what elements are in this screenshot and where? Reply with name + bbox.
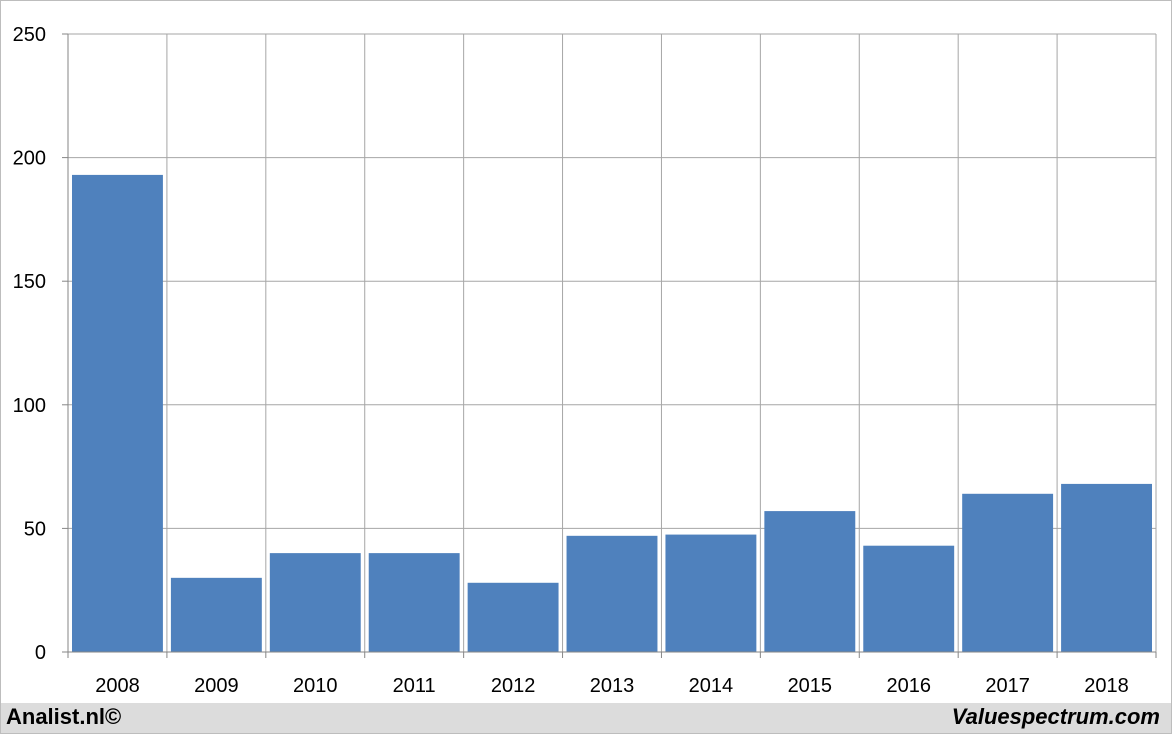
- y-tick-label: 250: [13, 24, 46, 46]
- y-tick-label: 200: [13, 148, 46, 170]
- x-tick-label: 2016: [886, 675, 931, 697]
- bar-2018: [1061, 483, 1152, 652]
- bar-2012: [467, 582, 559, 652]
- x-tick-label: 2013: [590, 675, 635, 697]
- footer-band: [1, 703, 1171, 733]
- bar-2017: [962, 493, 1054, 652]
- analist-credit: Analist.nl©: [6, 704, 122, 729]
- bar-2008: [72, 174, 163, 653]
- y-tick-label: 0: [35, 642, 46, 664]
- x-tick-label: 2008: [95, 675, 140, 697]
- y-tick-label: 50: [24, 518, 46, 540]
- x-tick-label: 2011: [393, 675, 436, 697]
- x-tick-label: 2012: [491, 675, 536, 697]
- bar-2014: [665, 534, 757, 652]
- bar-2010: [269, 553, 361, 652]
- x-tick-label: 2009: [194, 675, 239, 697]
- bar-2011: [368, 553, 460, 652]
- bar-2016: [863, 545, 955, 652]
- x-tick-label: 2015: [788, 675, 833, 697]
- x-tick-label: 2010: [293, 675, 338, 697]
- x-tick-label: 2014: [689, 675, 734, 697]
- bar-2009: [170, 577, 262, 652]
- bar-2015: [764, 511, 856, 652]
- x-tick-label: 2018: [1084, 675, 1129, 697]
- y-tick-label: 150: [13, 271, 46, 293]
- valuespectrum-credit: Valuespectrum.com: [951, 704, 1160, 729]
- x-tick-label: 2017: [985, 675, 1030, 697]
- bar-2013: [566, 535, 658, 652]
- y-tick-label: 100: [13, 395, 46, 417]
